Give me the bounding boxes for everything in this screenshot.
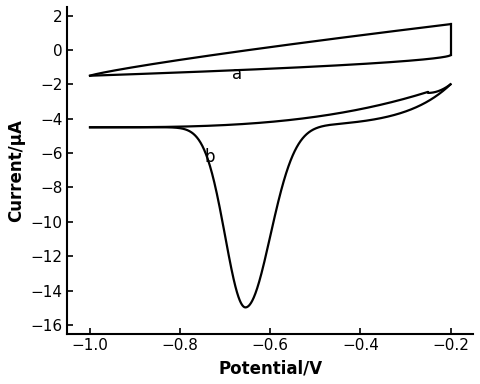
Text: b: b (205, 148, 216, 166)
Y-axis label: Current/μA: Current/μA (7, 119, 25, 222)
Text: a: a (232, 65, 242, 83)
X-axis label: Potential/V: Potential/V (218, 359, 323, 377)
